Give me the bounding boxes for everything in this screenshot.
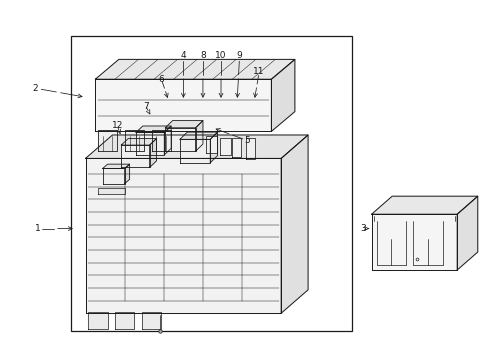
Polygon shape bbox=[98, 188, 124, 194]
Text: 6: 6 bbox=[158, 75, 164, 84]
Polygon shape bbox=[195, 121, 203, 151]
Polygon shape bbox=[98, 130, 117, 151]
Text: 10: 10 bbox=[215, 51, 226, 60]
Polygon shape bbox=[456, 196, 477, 270]
Text: 2: 2 bbox=[32, 84, 38, 93]
Polygon shape bbox=[149, 139, 156, 167]
Polygon shape bbox=[85, 135, 307, 158]
Polygon shape bbox=[180, 139, 210, 163]
Polygon shape bbox=[164, 126, 171, 155]
Polygon shape bbox=[371, 196, 477, 214]
Polygon shape bbox=[102, 168, 124, 184]
Polygon shape bbox=[136, 132, 164, 155]
Polygon shape bbox=[271, 59, 294, 131]
Text: 3: 3 bbox=[359, 224, 365, 233]
Text: 5: 5 bbox=[244, 136, 249, 145]
Polygon shape bbox=[124, 130, 144, 151]
Text: 7: 7 bbox=[142, 102, 148, 111]
Polygon shape bbox=[245, 138, 254, 159]
Polygon shape bbox=[165, 128, 195, 151]
Bar bbox=[71, 36, 351, 331]
Polygon shape bbox=[102, 164, 129, 168]
Text: 1: 1 bbox=[35, 224, 41, 233]
Polygon shape bbox=[210, 132, 217, 163]
Polygon shape bbox=[85, 158, 281, 313]
Polygon shape bbox=[220, 138, 230, 155]
Polygon shape bbox=[136, 126, 171, 132]
Polygon shape bbox=[88, 312, 107, 329]
Text: 12: 12 bbox=[111, 122, 123, 130]
Polygon shape bbox=[151, 130, 171, 151]
Polygon shape bbox=[95, 59, 294, 79]
Text: 11: 11 bbox=[253, 68, 264, 77]
Polygon shape bbox=[121, 145, 149, 167]
Text: 8: 8 bbox=[200, 51, 205, 60]
Polygon shape bbox=[206, 136, 217, 153]
Polygon shape bbox=[115, 312, 134, 329]
Polygon shape bbox=[95, 79, 271, 131]
Polygon shape bbox=[281, 135, 307, 313]
Text: 9: 9 bbox=[236, 51, 242, 60]
Polygon shape bbox=[232, 138, 241, 157]
Text: 4: 4 bbox=[180, 51, 186, 60]
Polygon shape bbox=[142, 312, 161, 329]
Polygon shape bbox=[165, 121, 203, 128]
Polygon shape bbox=[124, 164, 129, 184]
Polygon shape bbox=[121, 139, 156, 145]
Polygon shape bbox=[371, 214, 456, 270]
Polygon shape bbox=[180, 132, 217, 139]
